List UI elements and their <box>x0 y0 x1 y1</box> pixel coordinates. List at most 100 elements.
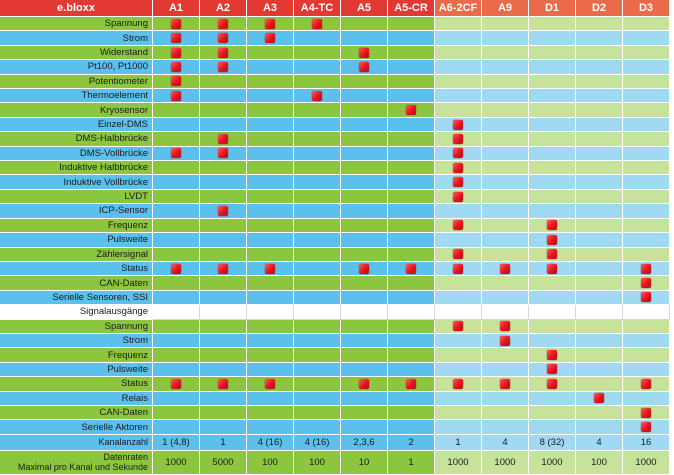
red-square-mark-icon <box>453 249 463 260</box>
table-cell <box>576 261 623 277</box>
row-label: Induktive Vollbrücke <box>0 175 153 190</box>
red-square-mark-icon <box>265 263 275 274</box>
row-label: Pulsweite <box>0 362 153 378</box>
table-cell <box>247 60 294 75</box>
table-cell <box>623 333 670 349</box>
table-cell <box>388 377 435 392</box>
table-cell <box>200 377 247 392</box>
table-cell <box>341 31 388 46</box>
table-cell <box>341 261 388 277</box>
table-cell <box>247 146 294 162</box>
row-label: DMS-Vollbrücke <box>0 146 153 162</box>
table-cell <box>623 391 670 406</box>
table-cell <box>341 103 388 118</box>
row-label: Frequenz <box>0 348 153 363</box>
table-cell <box>529 405 576 421</box>
table-cell <box>153 276 200 291</box>
row-label: DMS-Halbbrücke <box>0 132 153 147</box>
red-square-mark-icon <box>406 378 416 389</box>
column-header: A1 <box>153 0 200 17</box>
table-cell <box>388 305 435 320</box>
table-cell <box>482 247 529 262</box>
table-cell <box>529 261 576 277</box>
table-cell <box>388 233 435 248</box>
red-square-mark-icon <box>359 263 369 274</box>
table-cell <box>200 233 247 248</box>
table-cell <box>200 17 247 32</box>
table-cell <box>294 305 341 320</box>
table-cell <box>435 333 482 349</box>
table-cell <box>153 146 200 162</box>
table-cell <box>435 31 482 46</box>
table-cell <box>341 391 388 406</box>
table-cell <box>623 377 670 392</box>
table-cell <box>529 45 576 61</box>
table-cell <box>200 31 247 46</box>
table-cell <box>247 405 294 421</box>
table-cell <box>153 391 200 406</box>
table-cell <box>247 45 294 61</box>
red-square-mark-icon <box>453 321 463 332</box>
table-cell <box>388 189 435 205</box>
table-cell <box>200 261 247 277</box>
table-cell <box>435 420 482 435</box>
table-cell <box>435 405 482 421</box>
table-cell <box>341 319 388 334</box>
table-cell <box>482 290 529 306</box>
footer-value: 100 <box>294 450 341 475</box>
table-cell <box>341 132 388 147</box>
table-cell <box>200 146 247 162</box>
table-cell <box>341 74 388 90</box>
table-cell <box>576 391 623 406</box>
table-cell <box>388 218 435 234</box>
table-cell <box>435 377 482 392</box>
table-cell <box>576 146 623 162</box>
table-cell <box>482 175 529 190</box>
table-cell <box>200 189 247 205</box>
column-header: D2 <box>576 0 623 17</box>
table-cell <box>388 60 435 75</box>
table-cell <box>576 117 623 133</box>
table-cell <box>435 103 482 118</box>
table-cell <box>200 290 247 306</box>
table-cell <box>623 305 670 320</box>
table-cell <box>482 189 529 205</box>
table-cell <box>294 103 341 118</box>
red-square-mark-icon <box>359 61 369 72</box>
table-cell <box>247 103 294 118</box>
table-cell <box>388 405 435 421</box>
table-cell <box>388 391 435 406</box>
column-header: A3 <box>247 0 294 17</box>
table-cell <box>623 89 670 104</box>
red-square-mark-icon <box>500 378 510 389</box>
table-cell <box>576 17 623 32</box>
footer-value: 1 <box>388 450 435 475</box>
table-cell <box>200 175 247 190</box>
table-cell <box>200 60 247 75</box>
column-header: A5-CR <box>388 0 435 17</box>
table-cell <box>388 17 435 32</box>
red-square-mark-icon <box>641 278 651 289</box>
table-cell <box>623 348 670 363</box>
table-cell <box>529 60 576 75</box>
table-cell <box>247 420 294 435</box>
red-square-mark-icon <box>218 133 228 144</box>
table-cell <box>388 276 435 291</box>
red-square-mark-icon <box>171 61 181 72</box>
table-cell <box>388 261 435 277</box>
table-cell <box>341 45 388 61</box>
table-cell <box>388 117 435 133</box>
table-cell <box>435 348 482 363</box>
row-label: Thermoelement <box>0 89 153 104</box>
red-square-mark-icon <box>265 33 275 44</box>
table-cell <box>341 218 388 234</box>
table-cell <box>341 377 388 392</box>
red-square-mark-icon <box>547 263 557 274</box>
row-label: Spannung <box>0 319 153 334</box>
column-header: A9 <box>482 0 529 17</box>
table-cell <box>388 146 435 162</box>
footer-value: 100 <box>576 450 623 475</box>
column-header: D3 <box>623 0 670 17</box>
table-cell <box>576 189 623 205</box>
row-label: CAN-Daten <box>0 276 153 291</box>
